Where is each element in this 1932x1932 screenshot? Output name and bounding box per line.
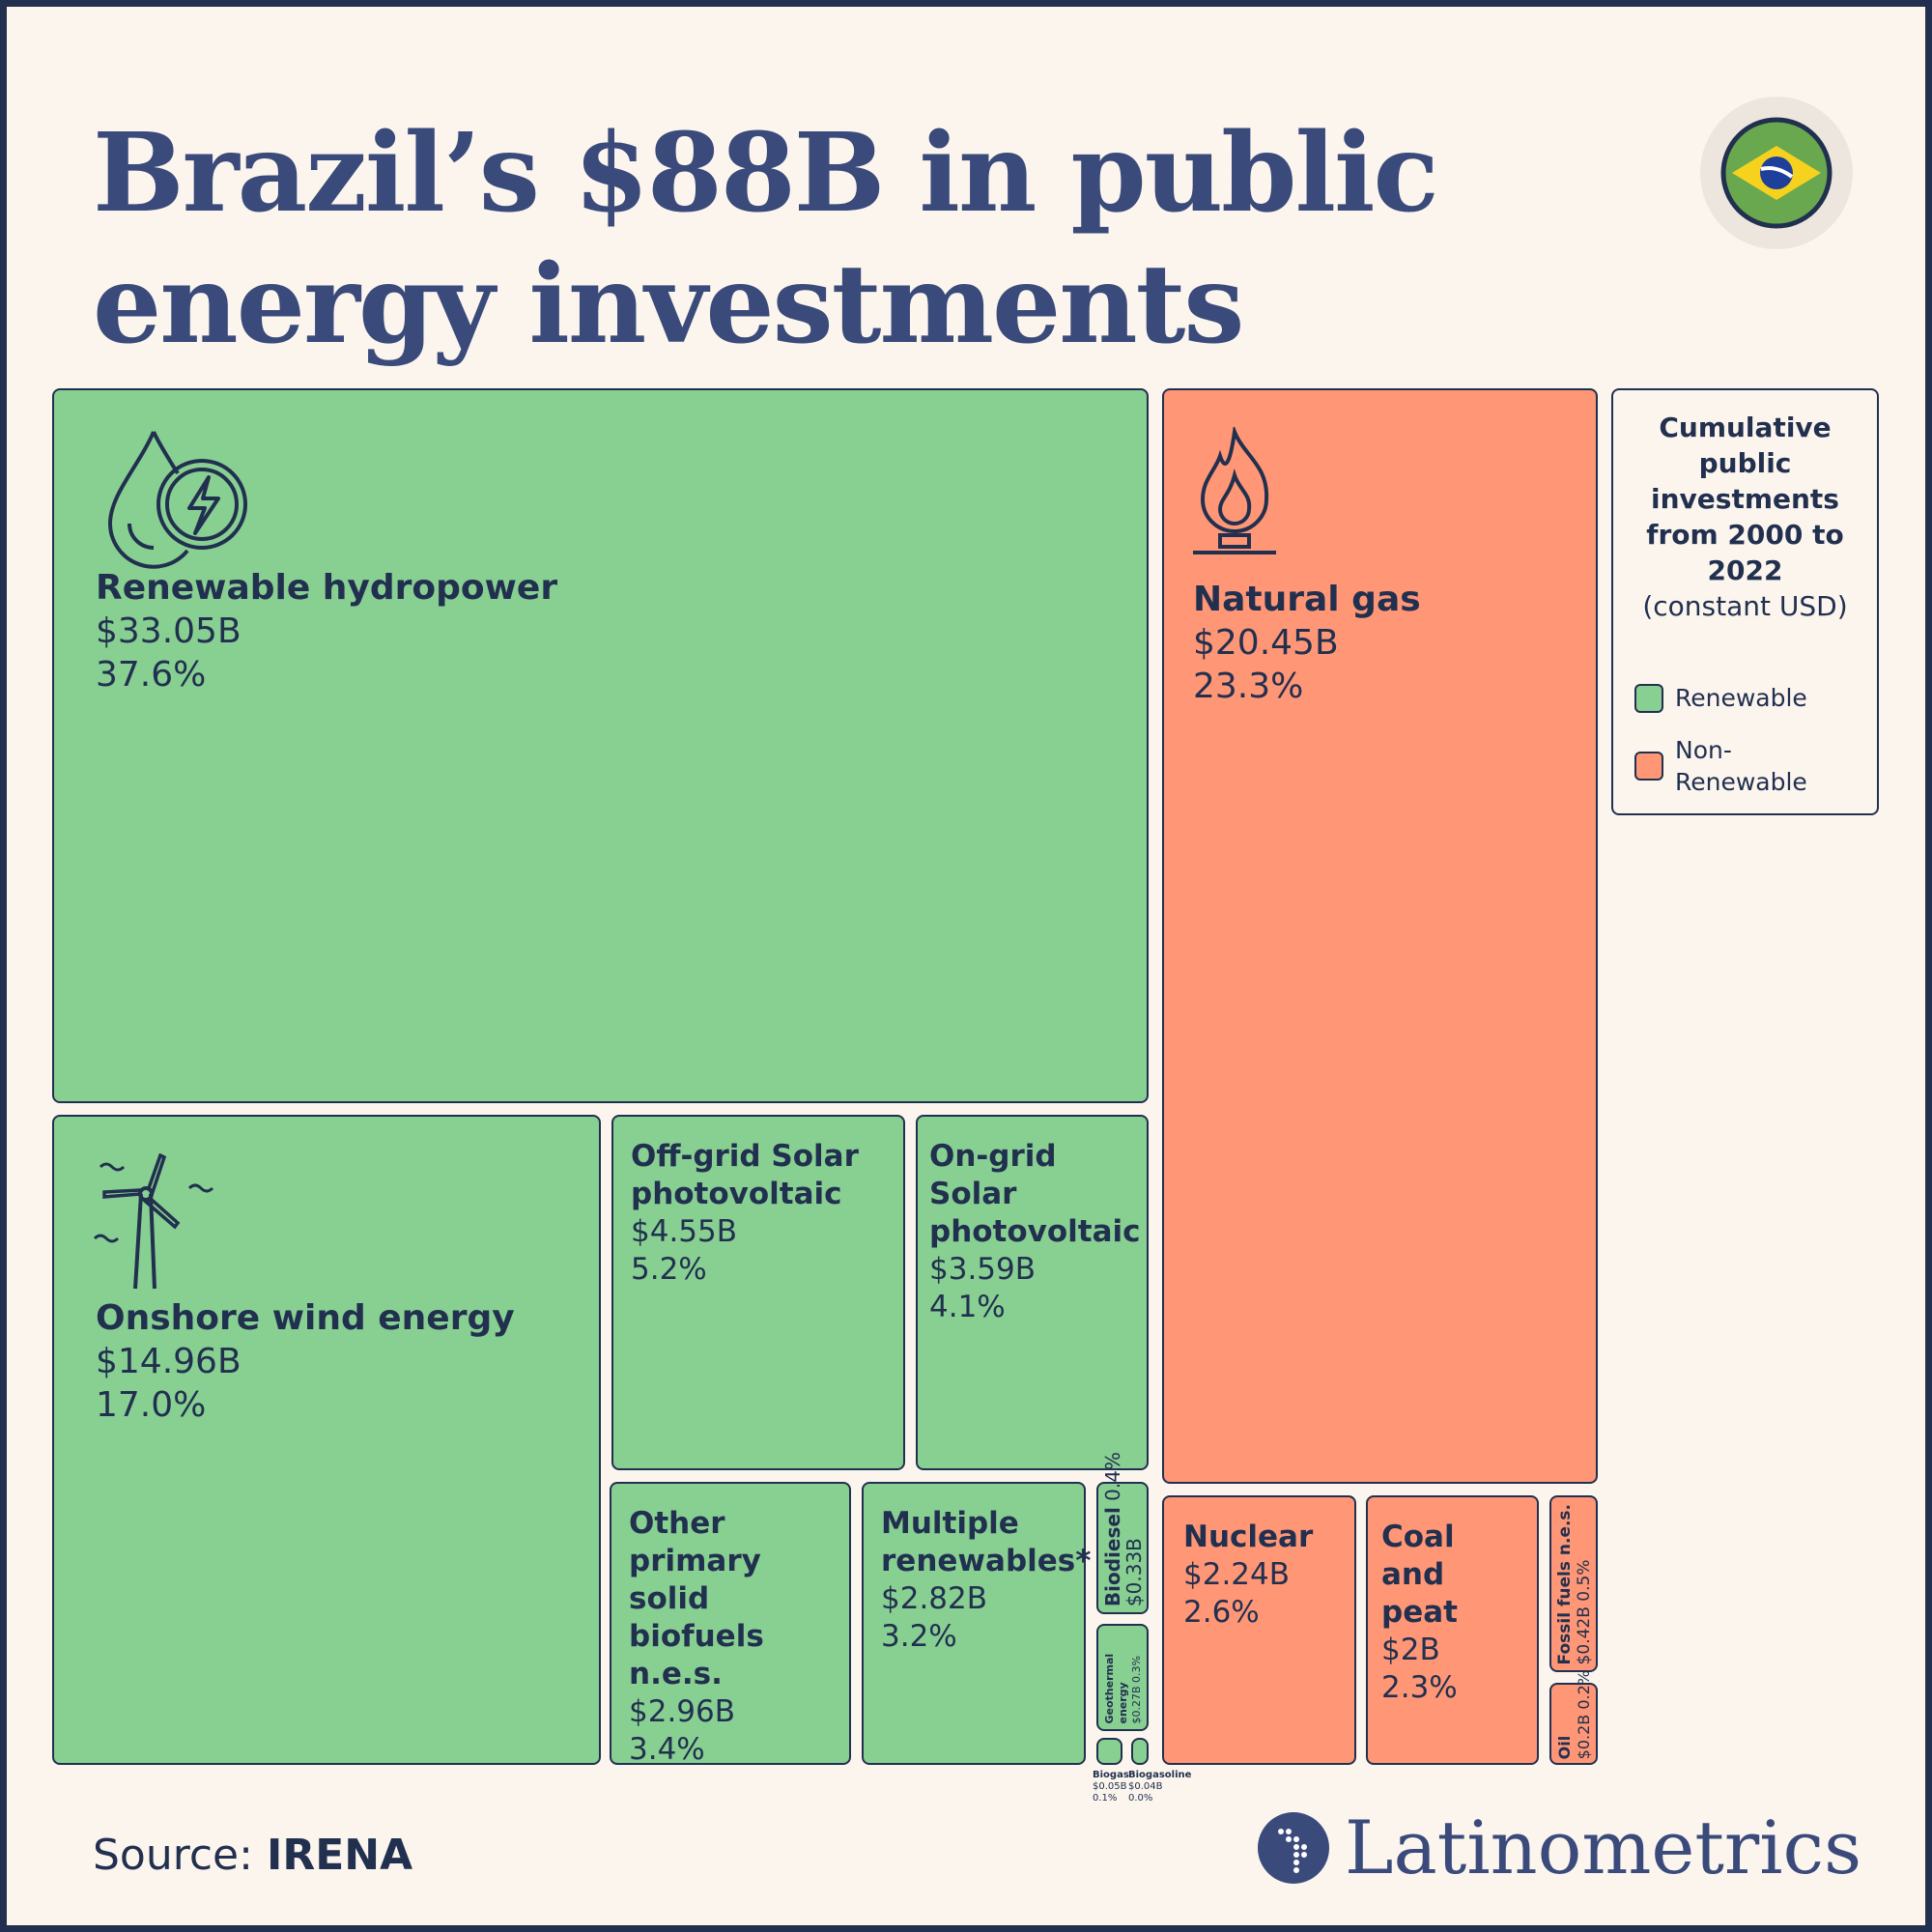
treemap-tile-hydropower: Renewable hydropower $33.05B 37.6% [52,388,1149,1103]
treemap-tile-biogas [1096,1738,1122,1765]
treemap-tile-natural-gas: Natural gas $20.45B 23.3% [1162,388,1598,1484]
tile-label: Coal and peat $2B 2.3% [1381,1520,1458,1705]
tile-label: On-grid Solar photovoltaic $3.59B 4.1% [929,1139,1141,1324]
tile-label: Natural gas $20.45B 23.3% [1193,580,1421,706]
treemap-tile-multiple-renewables: Multiple renewables* $2.82B 3.2% [862,1482,1092,1765]
biogas-label: Biogas $0.05B 0.1% [1093,1770,1129,1804]
tile-label: Multiple renewables* $2.82B 3.2% [881,1506,1092,1654]
legend-swatch [1634,752,1663,781]
legend-title: Cumulative public investments from 2000 … [1646,412,1844,586]
treemap-tile-fossil-fuels-nes: Fossil fuels n.e.s. $0.42B 0.5% [1549,1495,1598,1672]
tile-label: Onshore wind energy $14.96B 17.0% [96,1298,515,1425]
latinometrics-logo-icon [1258,1811,1329,1884]
gas-flame-icon [1193,427,1276,554]
tile-label: Fossil fuels n.e.s. $0.42B 0.5% [1555,1503,1594,1664]
tile-label: Off-grid Solar photovoltaic $4.55B 5.2% [631,1139,859,1287]
treemap-tile-oil: Oil $0.2B 0.2% [1549,1670,1598,1765]
treemap-tile-biogasoline [1131,1738,1149,1765]
brand-logo: Latinometrics [1256,1804,1861,1890]
legend-swatch [1634,684,1663,713]
legend: Cumulative public investments from 2000 … [1611,388,1879,815]
tile-label: Nuclear $2.24B 2.6% [1183,1520,1314,1630]
brazil-flag-icon [1700,97,1853,249]
legend-note: (constant USD) [1642,590,1848,622]
treemap-tile-ongrid-solar: On-grid Solar photovoltaic $3.59B 4.1% [916,1115,1149,1470]
treemap-tile-offgrid-solar: Off-grid Solar photovoltaic $4.55B 5.2% [611,1115,905,1470]
treemap-tile-biodiesel: Biodiesel 0.4% $0.33B [1096,1452,1149,1614]
treemap-tile-nuclear: Nuclear $2.24B 2.6% [1162,1495,1356,1765]
legend-item-renewable: Renewable [1634,682,1807,714]
tile-label: Geothermal energy $0.27B 0.3% [1103,1653,1143,1723]
tile-label: Other primary solid biofuels n.e.s. $2.96… [629,1506,764,1767]
treemap-tile-onshore-wind: Onshore wind energy $14.96B 17.0% [52,1115,601,1765]
legend-item-non-renewable: Non-Renewable [1634,734,1828,798]
tile-label: Renewable hydropower $33.05B 37.6% [96,568,558,695]
treemap-tile-geothermal: Geothermal energy $0.27B 0.3% [1096,1624,1149,1731]
source-note: Source: IRENA [93,1831,413,1880]
wind-turbine-icon [93,1153,214,1290]
treemap-tile-solid-biofuels: Other primary solid biofuels n.e.s. $2.96… [610,1482,851,1767]
tile-label: Oil $0.2B 0.2% [1555,1669,1593,1759]
tile-label: Biodiesel 0.4% $0.33B [1101,1451,1146,1606]
treemap-tile-coal-peat: Coal and peat $2B 2.3% [1366,1495,1539,1765]
biogasoline-label: Biogasoline $0.04B 0.0% [1128,1770,1192,1804]
page-title: Brazil’s $88B in public energy investmen… [93,110,1439,368]
water-drop-lightning-icon [107,431,247,569]
